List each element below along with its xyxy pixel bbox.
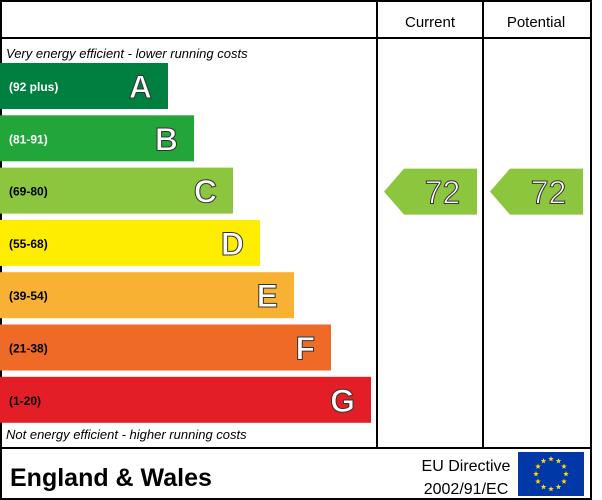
flag-star <box>555 458 562 464</box>
bottom-caption: Not energy efficient - higher running co… <box>6 427 247 442</box>
potential-rating-arrow-value: 72 <box>531 175 567 211</box>
rating-bands: (92 plus) A (81-91) B (69-80) C (55-68) D (39-54… <box>0 63 371 423</box>
flag-star <box>561 463 567 469</box>
band-range-label: (69-80) <box>9 185 48 199</box>
band-range-label: (81-91) <box>9 132 48 146</box>
rating-band-b: (81-91) B <box>0 115 194 162</box>
potential-column-header: Potential <box>507 14 565 31</box>
flag-star <box>555 483 562 490</box>
band-letter: C <box>194 174 217 210</box>
flag-star <box>563 471 569 477</box>
current-rating-arrow: 72 <box>384 168 477 215</box>
band-letter: F <box>295 331 315 367</box>
band-bar-f <box>0 324 331 371</box>
current-rating-arrow-shape <box>384 168 477 215</box>
potential-rating-arrow: 72 <box>490 168 583 215</box>
band-letter: G <box>330 383 355 419</box>
flag-star <box>535 478 541 484</box>
band-bar-g <box>0 376 371 423</box>
flag-star <box>535 463 541 469</box>
directive-line-2: 2002/91/EC <box>424 481 509 498</box>
rating-band-c: (69-80) C <box>0 167 233 214</box>
band-letter: A <box>129 69 152 105</box>
flag-star <box>561 478 567 484</box>
band-range-label: (1-20) <box>9 394 41 408</box>
band-bar-c <box>0 167 233 214</box>
band-letter: D <box>221 226 244 262</box>
band-bar-d <box>0 219 260 266</box>
rating-band-d: (55-68) D <box>0 219 260 266</box>
flag-star <box>540 483 547 490</box>
flag-star <box>548 486 554 492</box>
band-range-label: (21-38) <box>9 342 48 356</box>
rating-band-f: (21-38) F <box>0 324 331 371</box>
rating-band-a: (92 plus) A <box>0 63 168 109</box>
current-rating-arrow-value: 72 <box>425 175 461 211</box>
rating-arrows: 72 72 <box>384 168 583 215</box>
potential-rating-arrow-shape <box>490 168 583 215</box>
current-column-header: Current <box>405 14 456 31</box>
eu-flag-icon <box>518 452 584 496</box>
band-range-label: (39-54) <box>9 289 48 303</box>
band-letter: E <box>257 278 278 314</box>
rating-band-e: (39-54) E <box>0 272 294 319</box>
rating-band-g: (1-20) G <box>0 376 371 423</box>
flag-star <box>540 458 547 464</box>
band-bar-b <box>0 115 194 162</box>
region-label: England & Wales <box>10 464 212 492</box>
flag-star <box>533 471 539 477</box>
band-bar-e <box>0 272 294 319</box>
band-range-label: (55-68) <box>9 237 48 251</box>
band-bar-a <box>0 63 168 109</box>
band-range-label: (92 plus) <box>9 80 58 94</box>
top-caption: Very energy efficient - lower running co… <box>6 46 248 61</box>
flag-star <box>548 456 554 462</box>
directive-line-1: EU Directive <box>422 458 511 475</box>
band-letter: B <box>155 121 178 157</box>
